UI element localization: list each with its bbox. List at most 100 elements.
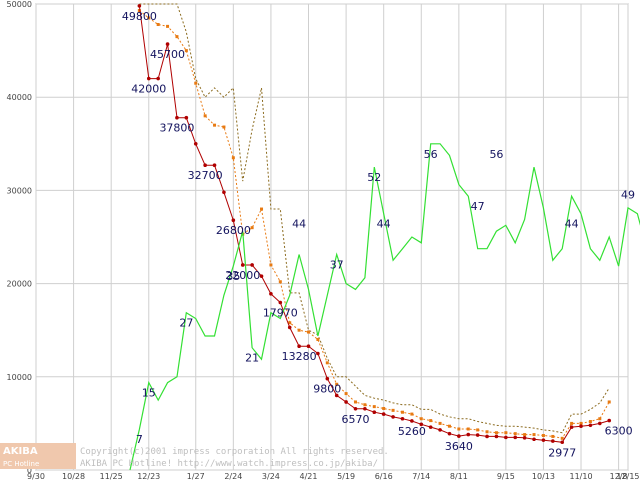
data-label: 26800 [216,224,251,237]
series-group [129,3,640,471]
axes: 0 10000 20000 30000 40000 50000 9/30 10/28 11/25… [7,0,640,481]
price_min-point [146,76,151,81]
data-label: 52 [367,171,381,184]
price_avg-point [485,430,489,434]
price_avg-point [523,433,527,437]
data-label: 37800 [159,122,194,135]
price_min-point [353,406,358,411]
x-tick-label: 12/23 [137,472,160,480]
price_min-point [278,300,283,305]
price_avg-point [147,16,151,20]
price_min-point [410,419,414,423]
copyright-text: Copyright(c)2001 impress corporation All… [80,447,389,457]
y-tick-label: 20000 [7,280,32,289]
price_avg-point [410,412,414,416]
footer: AKIBA PC Hotline Copyright(c)2001 impres… [0,443,389,469]
price_min-point [381,412,386,416]
data-labels: 49800 45700 42000 37800 32700 26800 22000 17970… [122,10,635,459]
data-label: 49800 [122,10,157,23]
data-label: 37 [330,258,344,271]
price_avg-point [466,427,470,431]
data-label: 47 [471,200,485,213]
x-tick-label: 3/24 [262,472,280,480]
data-label: 9800 [313,383,341,396]
data-label: 44 [377,218,391,231]
price_min-point [560,440,565,445]
price_min-point [175,115,179,120]
price_min-point [325,376,330,381]
price_min-point [203,163,207,168]
price_avg-point [335,382,339,386]
price_avg-point [400,410,404,414]
price_min-point [607,418,612,423]
price_avg-point [429,419,433,423]
price_avg-point [532,433,536,437]
price_min-point [156,76,160,81]
x-tick-label: 10/13 [532,472,555,480]
akiba-logo-box [0,443,76,469]
price_min-point [466,432,471,437]
price_min-point [363,406,367,411]
data-label: 45700 [150,48,185,61]
price_avg-point [325,361,329,365]
data-label: 7 [136,433,143,446]
price_avg-point [419,417,423,421]
price_min-point [504,435,508,440]
akiba-logo-subtext: PC Hotline [3,460,39,468]
x-tick-label: 11/10 [569,472,592,480]
price_avg-point [372,405,376,409]
price_min-point [579,424,583,428]
price_min-point [513,435,518,440]
data-label: 27 [179,317,193,330]
price_avg-point [278,280,282,284]
price_avg-point [494,431,498,435]
price_min-point [316,351,320,356]
price_min-point [569,425,574,429]
data-label: 3640 [445,440,473,453]
price_min-point [222,190,226,195]
price_avg-point [551,434,555,438]
price_min-point [259,274,264,278]
price_min-point [400,416,405,421]
price_avg-point [447,424,451,428]
price_avg-point [137,9,141,13]
price_avg-point [184,49,188,53]
price_avg-point [598,417,602,421]
y-tick-label: 50000 [7,0,32,9]
data-label: 2977 [548,446,576,459]
shop_count-line [129,143,640,471]
data-label: 35 [226,270,240,283]
price_min-point [438,428,442,432]
price_min-point [137,4,142,8]
price_avg-point [588,420,592,424]
data-label: 22000 [225,269,260,282]
x-tick-label: 7/14 [412,472,430,480]
price_min-point [334,393,339,398]
price_avg-point [213,123,217,127]
data-label: 6300 [605,425,633,438]
y-tick-label: 40000 [7,93,32,102]
price_min-point [212,163,217,168]
price_min-point [588,423,593,428]
price_avg-point [250,226,254,230]
x-tick-label: 5/19 [337,472,355,480]
y-tick-label: 0 [27,466,32,475]
price_min-point [193,142,198,146]
price_min-point [250,263,254,267]
data-label: 17970 [263,307,298,320]
price_min-point [391,415,395,419]
price_avg-point [269,263,273,267]
price_avg-point [607,400,611,404]
data-label: 42000 [131,83,166,96]
price_min-point [551,439,555,443]
x-tick-label: 11/25 [100,472,123,480]
price_avg-point [175,35,179,39]
price_avg-point [288,321,292,325]
price_min-point [287,325,292,330]
akiba-logo-text: AKIBA [3,446,38,457]
price_avg-point [382,406,386,410]
price_max-line [139,3,610,434]
site-url-text: AKIBA PC Hotline! http://www.watch.impre… [80,459,378,469]
